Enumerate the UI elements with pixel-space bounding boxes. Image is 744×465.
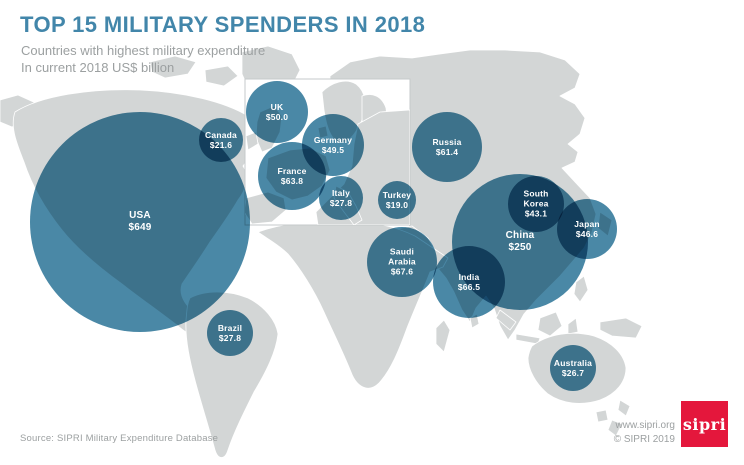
credit-url: www.sipri.org [615,420,675,431]
bubble-uk [246,81,308,143]
landmass-sulawesi [567,317,579,335]
bubble-brazil [207,310,253,356]
bubble-canada [199,118,243,162]
landmass-arctic-islands [149,55,197,79]
credits: www.sipri.org © SIPRI 2019 [614,419,675,447]
landmass-borneo [537,311,563,337]
landmass-sumatra [495,309,517,331]
source-note: Source: SIPRI Military Expenditure Datab… [20,433,219,444]
bubble-india [433,246,505,318]
landmass-new-zealand-south [607,419,623,437]
landmass-philippines [573,275,589,303]
landmass-madagascar [435,319,451,353]
subtitle-line2: In current 2018 US$ billion [21,60,175,75]
sipri-logo: sipri [681,401,728,447]
bubble-layer [30,81,617,391]
page-title: TOP 15 MILITARY SPENDERS IN 2018 [20,12,426,37]
inset-ireland [245,131,259,151]
bubble-saudi-arabia [367,227,437,297]
bubble-usa [30,112,250,332]
landmass-new-zealand-north [617,399,631,417]
bubble-russia [412,112,482,182]
bubble-turkey [378,181,416,219]
landmass-new-guinea [599,317,643,339]
credit-copyright: © SIPRI 2019 [613,434,675,445]
landmass-arctic-islands-2 [204,65,239,87]
bubble-italy [319,176,363,220]
landmass-java [515,333,541,345]
bubble-japan [557,199,617,259]
subtitle-line1: Countries with highest military expendit… [21,43,266,58]
bubble-germany [302,114,364,176]
sipri-logo-text: sipri [682,414,727,434]
landmass-tasmania [595,409,609,423]
bubble-south-korea [508,176,564,232]
bubble-australia [550,345,596,391]
